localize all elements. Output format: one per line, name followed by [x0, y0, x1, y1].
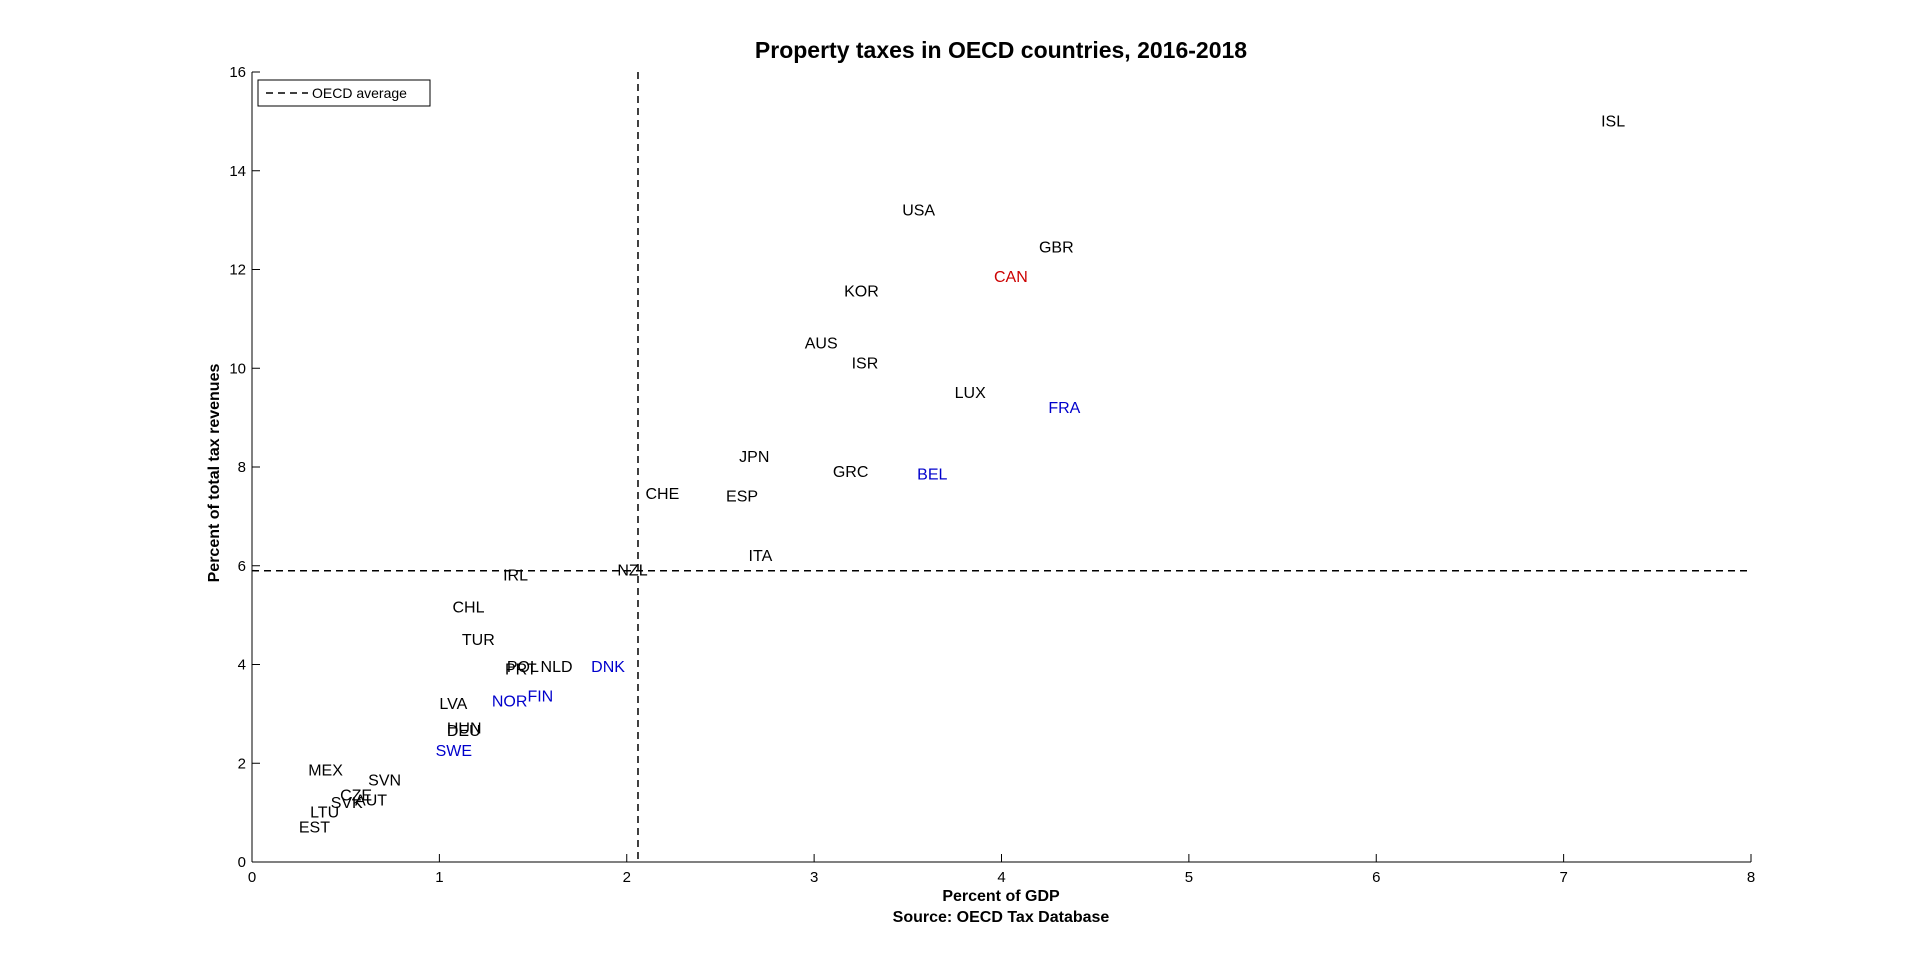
point-label-aus: AUS — [805, 336, 838, 353]
point-label-chl: CHL — [452, 600, 484, 617]
point-label-irl: IRL — [503, 568, 528, 585]
point-label-ltu: LTU — [310, 805, 339, 822]
x-tick-label: 7 — [1559, 869, 1567, 886]
point-label-cze: CZE — [340, 787, 372, 804]
y-tick-label: 2 — [238, 755, 246, 772]
legend-box — [257, 79, 431, 107]
point-label-mex: MEX — [308, 763, 343, 780]
x-tick-label: 1 — [435, 869, 443, 886]
point-label-grc: GRC — [833, 464, 869, 481]
legend-entry-oecd-average: OECD average — [312, 85, 407, 101]
y-tick-label: 0 — [238, 854, 246, 871]
point-label-can: CAN — [994, 269, 1028, 286]
point-label-prt: PRT — [505, 661, 537, 678]
point-label-ita: ITA — [749, 548, 773, 565]
point-label-kor: KOR — [844, 284, 879, 301]
y-axis-label: Percent of total tax revenues — [206, 364, 223, 583]
x-tick-label: 0 — [248, 869, 256, 886]
point-label-usa: USA — [902, 202, 935, 219]
point-label-isl: ISL — [1601, 113, 1625, 130]
point-label-lux: LUX — [955, 385, 986, 402]
point-label-gbr: GBR — [1039, 239, 1074, 256]
point-label-svn: SVN — [368, 773, 401, 790]
point-label-fin: FIN — [527, 689, 553, 706]
point-label-bel: BEL — [917, 466, 947, 483]
x-tick-label: 4 — [997, 869, 1005, 886]
data-points: ISL USA GBR CAN KOR AUS ISR LUX FRA JPN GRC BEL CHE E… — [299, 113, 1625, 836]
y-tick-label: 16 — [229, 64, 246, 81]
point-label-nzl: NZL — [617, 563, 647, 580]
point-label-nor: NOR — [492, 694, 528, 711]
point-label-che: CHE — [645, 486, 679, 503]
x-tick-label: 2 — [623, 869, 631, 886]
point-label-lva: LVA — [439, 696, 467, 713]
y-tick-label: 4 — [238, 657, 246, 674]
y-tick-label: 12 — [229, 262, 246, 279]
y-tick-label: 10 — [229, 360, 246, 377]
point-label-isr: ISR — [852, 355, 879, 372]
x-axis-source-label: Source: OECD Tax Database — [893, 909, 1110, 926]
chart-title: Property taxes in OECD countries, 2016-2… — [755, 37, 1247, 63]
x-tick-label: 6 — [1372, 869, 1380, 886]
point-label-aut: AUT — [355, 792, 387, 809]
point-label-dnk: DNK — [591, 659, 625, 676]
point-label-deu: DEU — [447, 723, 481, 740]
point-label-esp: ESP — [726, 489, 758, 506]
y-ticks: 0 2 4 6 8 10 12 14 16 — [229, 64, 260, 871]
x-axis-label: Percent of GDP — [942, 888, 1060, 905]
point-label-jpn: JPN — [739, 449, 769, 466]
x-tick-label: 5 — [1185, 869, 1193, 886]
y-tick-label: 6 — [238, 558, 246, 575]
x-ticks: 0 1 2 3 4 5 6 7 8 — [248, 854, 1755, 886]
x-tick-label: 3 — [810, 869, 818, 886]
point-label-nld: NLD — [541, 659, 573, 676]
point-label-hun: HUN — [447, 721, 482, 738]
point-label-tur: TUR — [462, 632, 495, 649]
y-tick-label: 14 — [229, 163, 246, 180]
point-label-svk: SVK — [331, 795, 363, 812]
legend: OECD average — [257, 79, 431, 107]
x-tick-label: 8 — [1747, 869, 1755, 886]
point-label-fra: FRA — [1048, 400, 1080, 417]
point-label-swe: SWE — [436, 743, 472, 760]
point-label-est: EST — [299, 819, 330, 836]
y-tick-label: 8 — [238, 459, 246, 476]
point-label-pol: POL — [507, 659, 539, 676]
